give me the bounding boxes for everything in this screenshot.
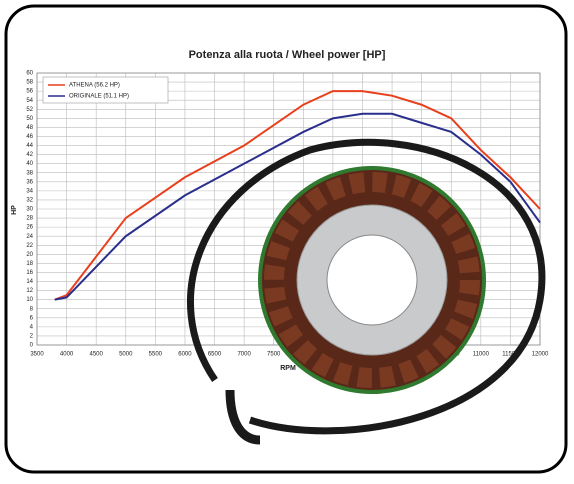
y-tick-label: 58 [26,80,33,86]
x-tick-label: 7000 [237,352,251,358]
chart-title: Potenza alla ruota / Wheel power [HP] [189,49,386,61]
y-tick-label: 50 [26,116,33,122]
x-tick-label: 5000 [119,352,133,358]
y-tick-label: 36 [26,179,33,185]
stator-photo [187,138,546,445]
legend-box [42,76,169,104]
y-tick-label: 24 [26,234,33,240]
y-tick-label: 10 [26,297,33,303]
y-tick-label: 44 [26,143,33,149]
y-tick-label: 18 [26,261,33,267]
y-tick-label: 20 [26,252,33,258]
x-tick-label: 4500 [89,352,103,358]
x-tick-label: 5500 [149,352,163,358]
y-tick-label: 30 [26,207,33,213]
series-line [54,112,541,301]
x-tick-label: 11000 [473,352,490,358]
connector [225,389,261,445]
y-tick-label: 8 [30,306,34,312]
x-tick-label: 6000 [178,352,192,358]
x-axis-label: RPM [280,365,296,372]
x-tick-label: 7500 [267,352,281,358]
x-tick-label: 11500 [502,352,519,358]
y-tick-label: 2 [30,334,34,340]
y-tick-label: 54 [26,98,33,104]
legend-label: ATHENA (56.2 HP) [69,83,120,89]
y-tick-label: 56 [26,89,33,95]
coil-windings [264,172,480,388]
y-tick-label: 48 [26,125,33,131]
y-tick-label: 46 [26,134,33,140]
y-tick-label: 26 [26,225,33,231]
y-tick-label: 14 [26,279,33,285]
y-tick-label: 22 [26,243,33,249]
y-axis-label: HP [11,205,18,215]
y-tick-label: 60 [26,71,33,77]
y-tick-label: 38 [26,170,33,176]
y-tick-label: 16 [26,270,33,276]
x-tick-label: 3500 [30,352,44,358]
y-tick-label: 34 [26,188,33,194]
cable [187,138,546,435]
series-line [54,90,541,301]
center-hole [326,234,418,326]
x-tick-label: 6500 [208,352,222,358]
x-tick-label: 12000 [532,352,549,358]
y-tick-label: 40 [26,161,33,167]
y-tick-label: 0 [30,343,34,349]
y-tick-label: 32 [26,198,33,204]
y-tick-label: 4 [30,324,34,330]
y-tick-label: 28 [26,216,33,222]
legend-label: ORIGINALE (51.1 HP) [69,94,129,100]
x-tick-label: 4000 [60,352,74,358]
y-tick-label: 12 [26,288,33,294]
y-tick-label: 6 [30,315,34,321]
y-tick-label: 42 [26,152,33,158]
y-tick-label: 52 [26,107,33,113]
